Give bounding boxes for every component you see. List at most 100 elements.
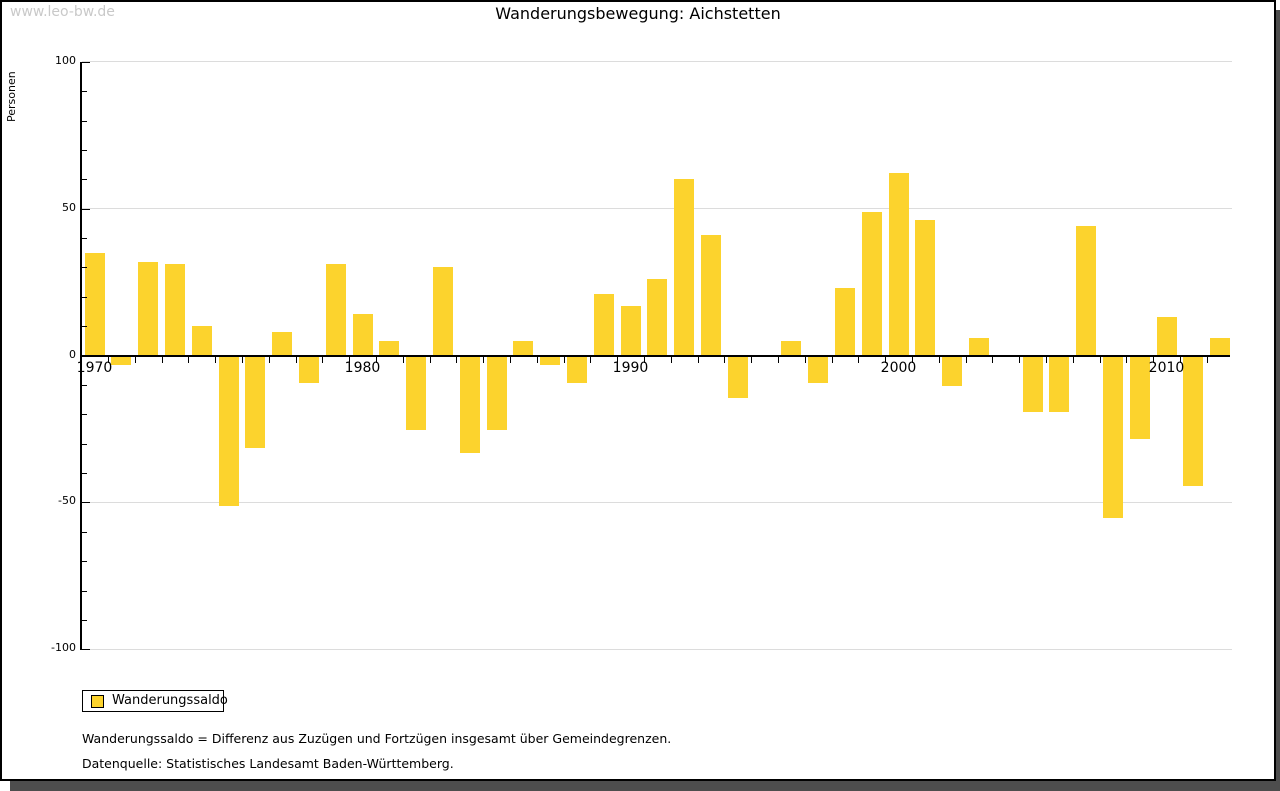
bar-1987 [540,356,561,366]
x-tick [563,357,565,363]
x-tick [349,357,351,363]
gridline--50 [82,501,1232,503]
bar-1980 [352,314,373,356]
x-tick [188,357,190,363]
bar-1981 [379,340,400,356]
y-tick [82,61,90,63]
x-tick [643,357,645,363]
bar-1978 [298,356,319,383]
bar-1976 [245,356,266,448]
x-tick [268,357,270,363]
window-shadow-bottom [10,781,1280,791]
x-tick [777,357,779,363]
y-tick-label--50: -50 [58,494,76,508]
bar-1983 [432,267,453,356]
y-tick-label-50: 50 [62,200,76,214]
bar-1986 [513,340,534,356]
bar-1979 [325,264,346,356]
gridline-50 [82,208,1232,210]
y-tick [82,502,90,504]
x-tick-label-2010: 2010 [1148,359,1185,376]
y-tick [82,326,87,328]
bar-2007 [1076,226,1097,356]
x-tick [724,357,726,363]
footnote-definition: Wanderungssaldo = Differenz aus Zuzügen … [82,731,672,746]
bar-2002 [942,356,963,386]
bar-2011 [1183,356,1204,486]
y-tick [82,384,87,386]
x-tick [938,357,940,363]
bar-1971 [111,356,132,366]
y-tick [82,238,87,239]
y-axis-label: Personen [5,71,18,122]
plot-area: 1970 1980 1990 2000 2010 [77,61,1232,651]
x-tick [1019,357,1021,363]
bar-1990 [620,305,641,356]
watermark: www.leo-bw.de [10,4,115,20]
x-tick [134,357,136,363]
bar-1988 [566,356,587,383]
x-tick [456,357,458,363]
bar-1984 [459,356,480,454]
x-tick [1153,357,1155,363]
x-tick [965,357,967,363]
x-tick [1099,357,1101,363]
chart-title: Wanderungsbewegung: Aichstetten [495,4,781,23]
y-tick [82,296,87,298]
x-tick [1206,357,1208,363]
y-tick [82,120,87,122]
window-shadow-right [1276,10,1280,791]
bar-2005 [1022,356,1043,413]
bar-1972 [138,261,159,356]
bar-1970 [84,252,105,356]
x-tick [697,357,699,363]
bar-1974 [191,326,212,356]
y-tick [82,179,87,181]
x-tick-label-1990: 1990 [612,359,649,376]
gridline-100 [82,61,1232,63]
bar-2010 [1156,317,1177,356]
bar-1994 [727,356,748,398]
y-tick [82,531,87,533]
bar-2003 [968,337,989,356]
x-tick [804,357,806,363]
x-tick [161,357,163,363]
y-tick-label--100: -100 [51,641,76,655]
y-tick-label-0: 0 [69,347,76,361]
bar-1992 [674,179,695,356]
gridline--100 [82,648,1232,650]
x-tick [322,357,324,363]
bar-1982 [406,356,427,430]
x-tick [483,357,485,363]
y-tick [82,590,87,592]
legend-swatch [91,695,104,708]
y-tick [82,443,87,445]
y-tick [82,473,87,474]
x-tick [751,357,753,363]
x-tick [215,357,217,363]
y-tick [82,208,90,210]
x-tick [670,357,672,363]
bar-1985 [486,356,507,430]
bar-1991 [647,279,668,356]
bar-1997 [808,356,829,383]
y-tick [82,267,87,269]
x-tick [617,357,619,363]
y-tick [82,561,87,563]
y-tick-label-100: 100 [55,53,76,67]
footnote-source: Datenquelle: Statistisches Landesamt Bad… [82,756,454,771]
x-tick [375,357,377,363]
x-axis [80,355,1230,357]
bar-1973 [164,264,185,356]
legend-box: Wanderungssaldo [82,690,228,712]
x-tick [590,357,592,363]
x-tick-label-1980: 1980 [344,359,381,376]
x-tick [1045,357,1047,363]
bar-1999 [861,211,882,356]
bar-1977 [272,332,293,356]
x-tick [1179,357,1181,363]
bar-2008 [1102,356,1123,519]
x-tick [402,357,404,363]
legend-label: Wanderungssaldo [112,693,228,708]
y-tick [82,619,87,621]
